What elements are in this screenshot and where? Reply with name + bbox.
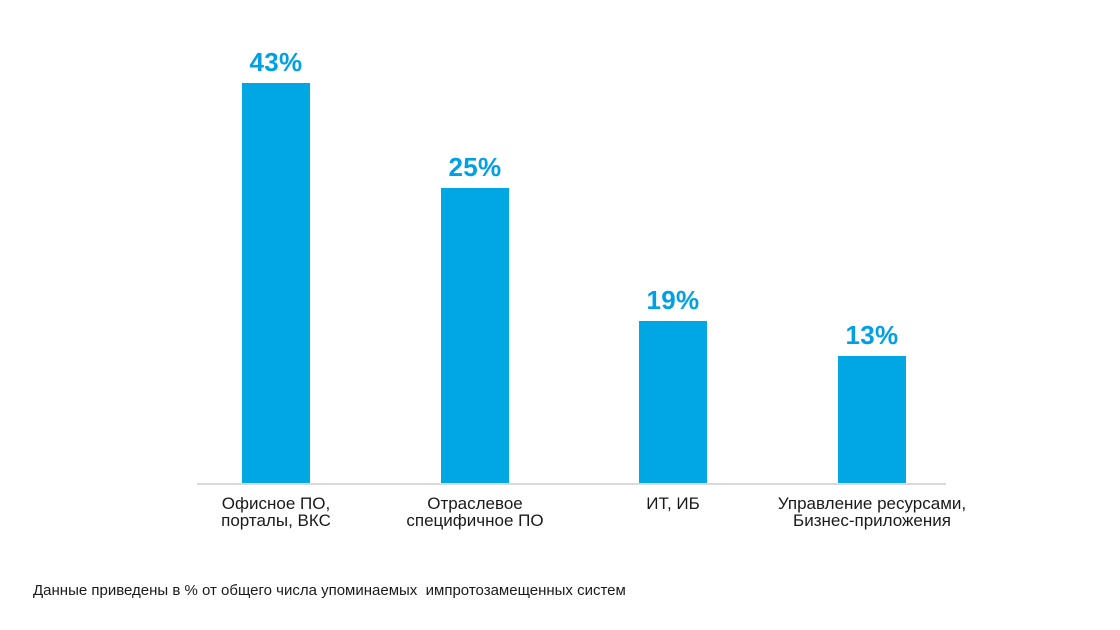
- category-label-line: ИТ, ИБ: [646, 494, 700, 513]
- category-label-line: Управление ресурсами,: [777, 494, 967, 513]
- bar: [242, 83, 310, 483]
- bar: [441, 188, 509, 483]
- bar: [838, 356, 906, 483]
- bar-value-label: 13%: [845, 320, 899, 350]
- chart-footnote: Данные приведены в % от общего числа упо…: [33, 582, 626, 599]
- category-label: ИТ, ИБ: [563, 495, 783, 512]
- category-label-line: Отраслевое: [427, 494, 523, 513]
- category-label: Офисное ПО, порталы, ВКС: [166, 495, 386, 529]
- x-axis-line: [197, 483, 946, 485]
- bar-value-label: 43%: [249, 47, 303, 77]
- category-label-line: Офисное ПО,: [221, 494, 331, 513]
- category-label: Отраслевое специфичное ПО: [365, 495, 585, 529]
- bar-value-label: 19%: [646, 285, 700, 315]
- category-label: Управление ресурсами, Бизнес-приложения: [762, 495, 982, 529]
- bar-value-label: 25%: [448, 152, 502, 182]
- category-label-line: специфичное ПО: [406, 511, 544, 530]
- category-label-line: Бизнес-приложения: [793, 511, 951, 530]
- category-label-line: порталы, ВКС: [221, 511, 331, 530]
- bar: [639, 321, 707, 483]
